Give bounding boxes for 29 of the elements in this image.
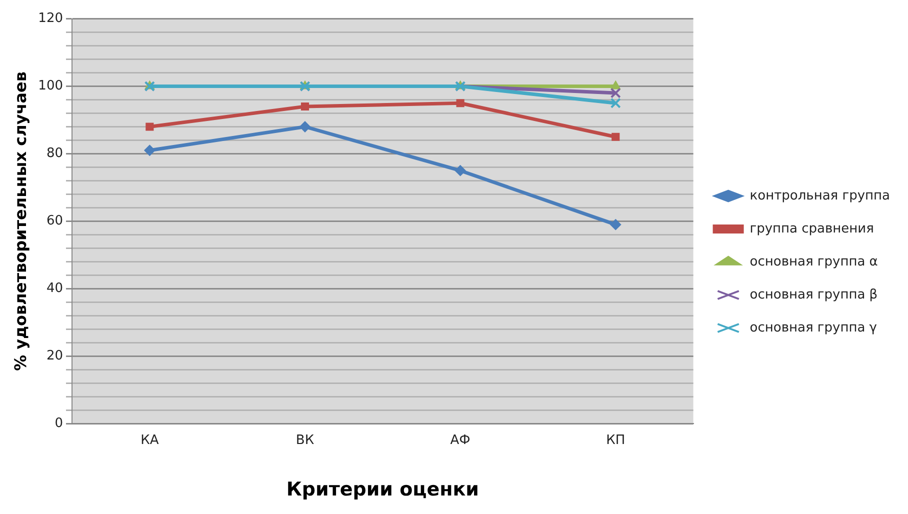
point (454, 165, 466, 176)
x-tick-label: ВК (296, 432, 314, 448)
legend-label: основная группа α (750, 254, 878, 270)
y-tick-label: 60 (46, 214, 64, 229)
point (612, 132, 620, 141)
legend-label: основная группа β (750, 287, 878, 302)
point (144, 144, 156, 156)
legend-label: основная группа γ (750, 320, 878, 336)
point (610, 219, 622, 230)
y-tick-label: 80 (46, 146, 64, 162)
y-tick-label: 120 (38, 11, 64, 26)
point (299, 121, 310, 132)
x-tick-label: АФ (450, 432, 470, 448)
point (610, 98, 621, 108)
y-tick-label: 0 (54, 416, 64, 431)
point (146, 122, 154, 131)
x-tick-label: КП (606, 432, 626, 448)
point (610, 88, 621, 98)
point (456, 99, 464, 108)
y-tick-label: 100 (38, 78, 64, 94)
y-tick-label: 20 (46, 348, 64, 364)
point (610, 80, 620, 90)
legend-label: контрольная группа (750, 188, 890, 204)
y-tick-label: 40 (46, 281, 64, 296)
x-tick-label: КА (140, 432, 159, 448)
point (300, 102, 310, 111)
legend-label: группа сравнения (750, 221, 874, 236)
x-axis-title: Критерии оценки (286, 478, 479, 501)
y-axis-title: % удовлетворительных случаев (10, 71, 30, 371)
